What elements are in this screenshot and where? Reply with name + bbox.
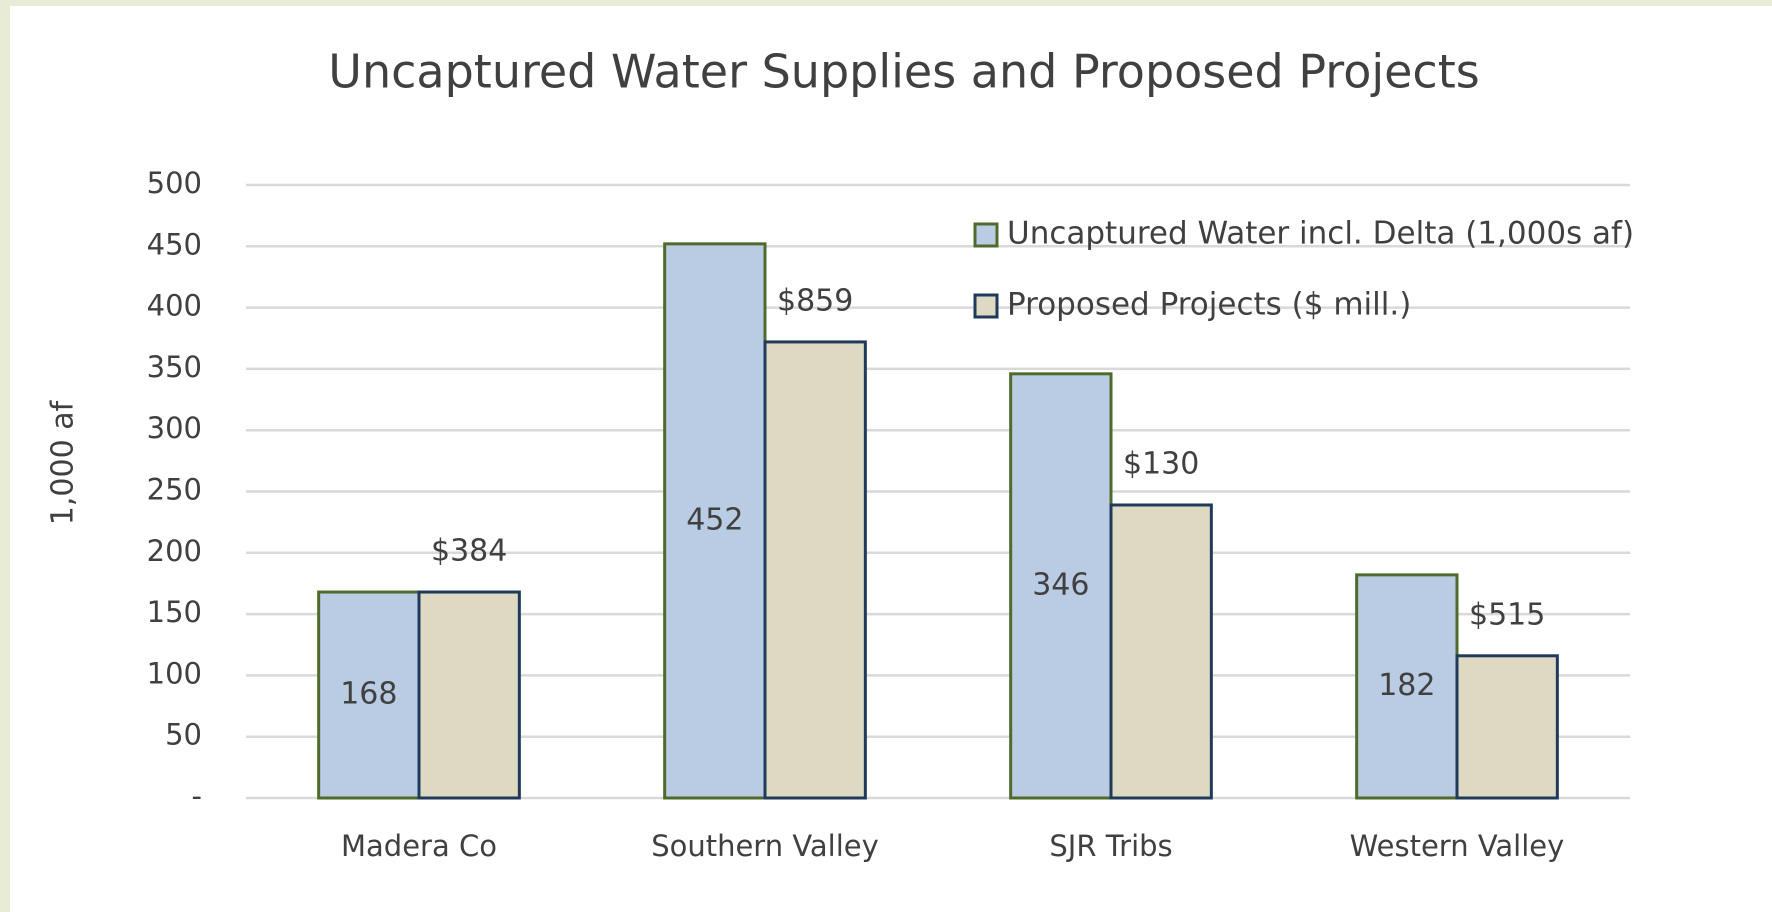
y-tick-label: 350: [147, 350, 202, 384]
legend-swatch: [973, 293, 999, 319]
y-tick-label: 200: [147, 534, 202, 568]
y-tick-label: 50: [165, 718, 202, 752]
data-label: $515: [1469, 597, 1545, 632]
y-tick-label: 500: [147, 166, 202, 200]
y-axis-label: 1,000 af: [46, 399, 81, 525]
y-tick-label: 150: [147, 595, 202, 629]
x-tick-label: Western Valley: [1350, 829, 1565, 863]
y-tick-label: 100: [147, 656, 202, 690]
y-tick-label: 250: [147, 473, 202, 507]
bar: [763, 340, 867, 800]
bar: [1455, 654, 1559, 800]
data-label: 168: [340, 677, 397, 712]
data-label: 452: [686, 502, 743, 537]
chart-title: Uncaptured Water Supplies and Proposed P…: [328, 45, 1479, 99]
x-tick-label: SJR Tribs: [1049, 829, 1172, 863]
y-tick-label: 400: [147, 289, 202, 323]
data-label: $130: [1123, 446, 1199, 481]
legend-swatch: [973, 222, 999, 248]
x-tick-label: Southern Valley: [651, 829, 879, 863]
bar: [417, 590, 521, 800]
y-tick-label: 300: [147, 411, 202, 445]
bar: [1109, 503, 1213, 800]
data-label: $384: [431, 534, 507, 569]
legend-label: Uncaptured Water incl. Delta (1,000s af): [1007, 216, 1634, 252]
data-label: 182: [1378, 668, 1435, 703]
y-tick-label: -: [192, 779, 202, 813]
bar: [1009, 372, 1113, 800]
data-label: 346: [1032, 567, 1089, 602]
legend-label: Proposed Projects ($ mill.): [1007, 287, 1411, 323]
x-tick-label: Madera Co: [341, 829, 497, 863]
data-label: $859: [777, 283, 853, 318]
y-tick-label: 450: [147, 227, 202, 261]
